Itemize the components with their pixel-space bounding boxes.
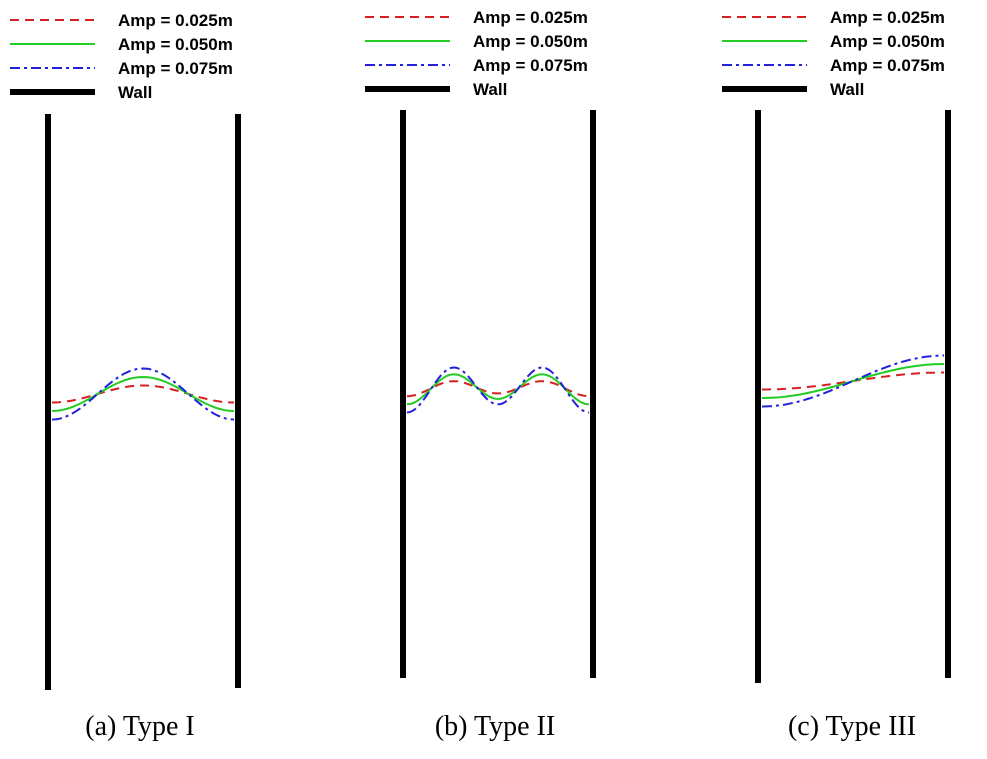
panel-3-legend-label-3: Amp = 0.075m bbox=[830, 56, 945, 75]
panel-2-legend-label-3: Amp = 0.075m bbox=[473, 56, 588, 75]
panel-3-surface-3 bbox=[762, 354, 944, 408]
panel-3-caption: (c) Type III bbox=[788, 711, 916, 742]
panel-1-legend-label-3: Amp = 0.075m bbox=[118, 59, 233, 78]
panel-2-legend-label-1: Amp = 0.025m bbox=[473, 8, 588, 27]
panel-2-surface-3 bbox=[406, 366, 590, 414]
panel-3-legend-label-2: Amp = 0.050m bbox=[830, 32, 945, 51]
panel-1-legend-label-2: Amp = 0.050m bbox=[118, 35, 233, 54]
panel-1-surface-3 bbox=[51, 367, 235, 421]
panel-2-caption: (b) Type II bbox=[435, 711, 555, 742]
panel-1-surface-1 bbox=[52, 384, 234, 404]
panel-3-legend-label-1: Amp = 0.025m bbox=[830, 8, 945, 27]
panel-1-legend-label-1: Amp = 0.025m bbox=[118, 11, 233, 30]
panel-1-legend-label-wall: Wall bbox=[118, 83, 152, 102]
panel-2-legend-label-wall: Wall bbox=[473, 80, 507, 99]
panel-3-surface-2 bbox=[762, 363, 944, 399]
panel-2-legend-label-2: Amp = 0.050m bbox=[473, 32, 588, 51]
panel-2-surface-2 bbox=[406, 373, 590, 406]
panel-1-surface-2 bbox=[51, 375, 235, 412]
panel-1-caption: (a) Type I bbox=[85, 711, 194, 742]
panel-3-legend-label-wall: Wall bbox=[830, 80, 864, 99]
panel-2-surface-1 bbox=[406, 380, 590, 398]
